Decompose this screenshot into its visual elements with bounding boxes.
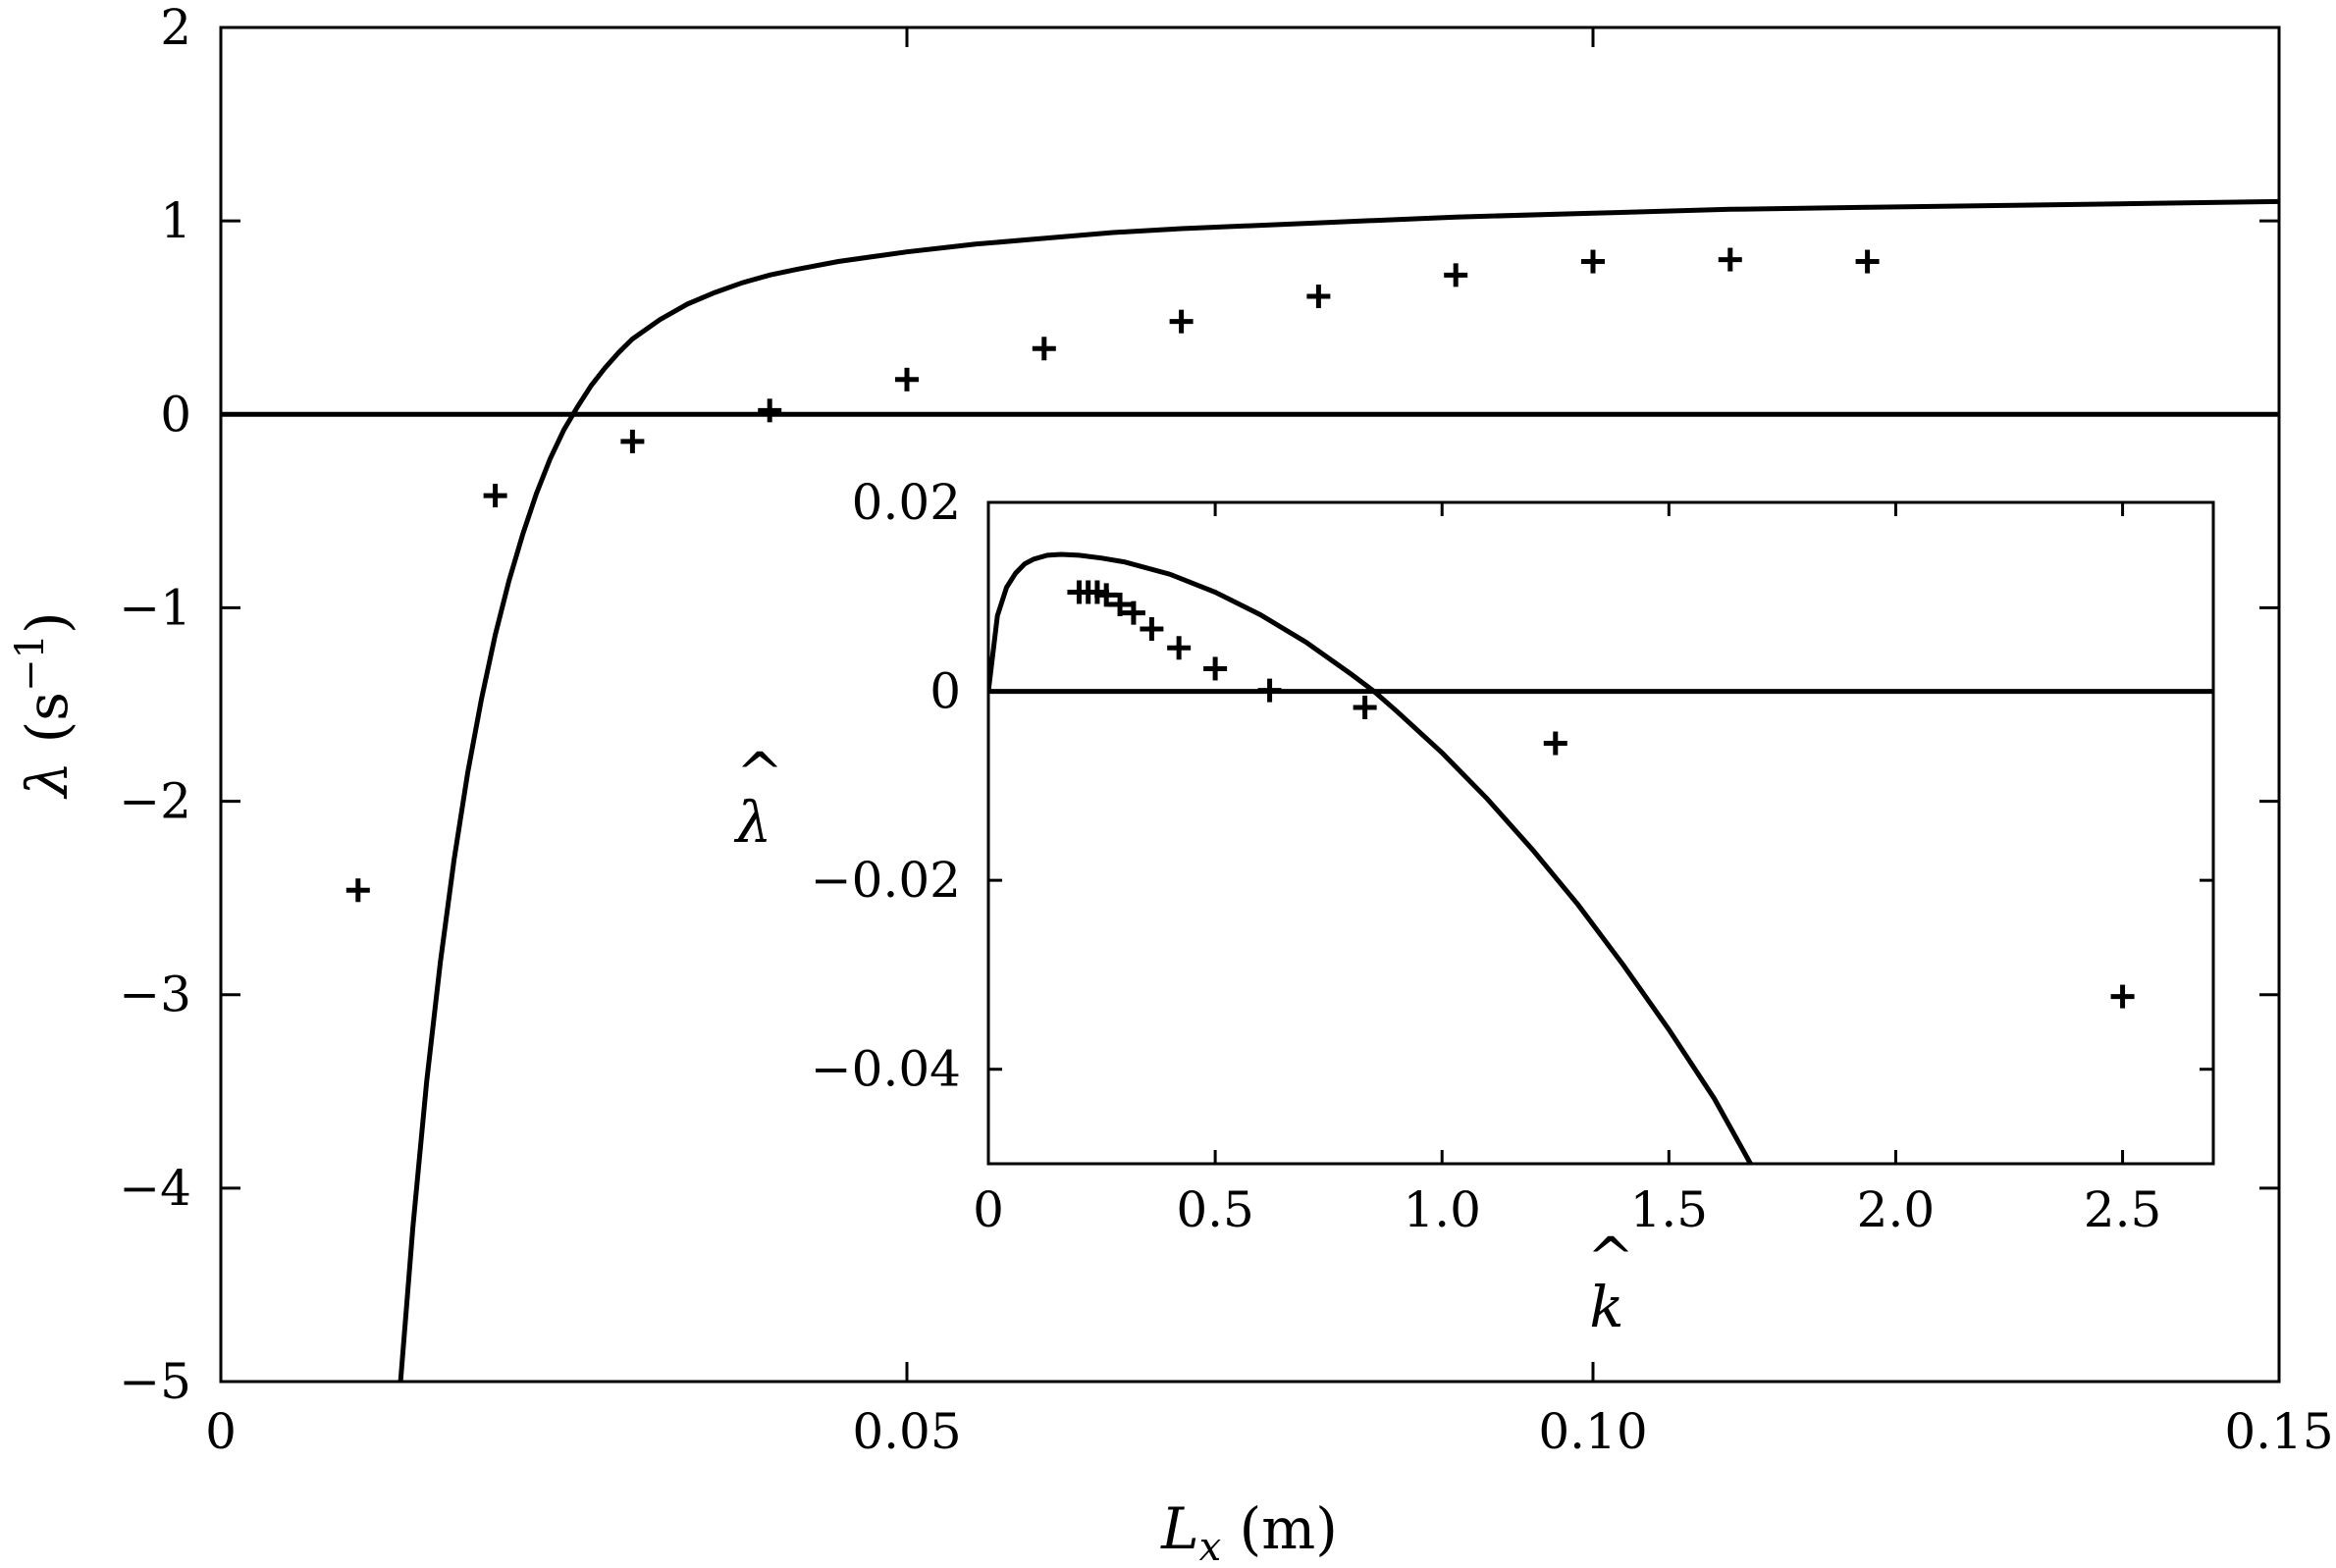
inset-model-curve xyxy=(988,551,1753,1164)
inset-data-point xyxy=(1353,695,1377,719)
main-data-point xyxy=(483,484,507,508)
main-y-tick-label: −5 xyxy=(119,1353,191,1410)
inset-x-tick-label: 1.5 xyxy=(1630,1181,1709,1238)
main-x-axis-label: Lx (m) xyxy=(1160,1495,1338,1568)
main-x-tick-label: 0.15 xyxy=(2224,1403,2333,1460)
main-data-point xyxy=(758,398,782,423)
inset-y-tick-label: 0 xyxy=(929,663,961,720)
main-data-point xyxy=(895,367,919,392)
main-data-point xyxy=(1032,337,1056,361)
inset-data-point xyxy=(1257,678,1282,703)
main-model-curve xyxy=(398,198,2279,1382)
inset-x-tick-label: 2.0 xyxy=(1857,1181,1936,1238)
inset-data-point xyxy=(1121,601,1145,625)
inset-x-tick-label: 2.5 xyxy=(2084,1181,2162,1238)
main-data-point xyxy=(1855,249,1880,274)
inset-data-point xyxy=(2110,984,2135,1009)
main-y-tick-label: −1 xyxy=(119,579,191,636)
inset-background xyxy=(988,502,2213,1164)
main-y-tick-label: −2 xyxy=(119,773,191,830)
inset-y-tick-label: −0.02 xyxy=(811,852,961,909)
main-y-tick-label: −4 xyxy=(119,1160,191,1217)
inset-data-point xyxy=(1543,731,1567,756)
inset-y-tick-label: −0.04 xyxy=(811,1041,961,1098)
main-y-tick-label: 0 xyxy=(160,386,191,443)
inset-x-axis-label-hat: ^ xyxy=(1587,1225,1635,1291)
inset-y-axis-label: λ xyxy=(734,789,772,856)
main-data-point xyxy=(1306,285,1331,309)
main-x-tick-label: 0 xyxy=(205,1403,237,1460)
main-y-tick-label: 1 xyxy=(160,192,191,249)
main-data-point xyxy=(1718,247,1742,272)
main-y-tick-label: 2 xyxy=(160,0,191,56)
main-x-tick-label: 0.05 xyxy=(852,1403,961,1460)
main-y-axis-label: λ (s−1) xyxy=(8,611,80,799)
inset-data-point xyxy=(1094,583,1119,607)
inset-data-point xyxy=(1108,592,1133,616)
inset-x-tick-label: 0.5 xyxy=(1176,1181,1254,1238)
main-data-point xyxy=(1581,249,1605,274)
inset-y-axis-label-hat: ^ xyxy=(736,740,784,807)
main-plot: 0 0.05 0.10 0.15 −5 −4 −3 −2 −1 0 1 2 Lx (m) λ (s−1) xyxy=(8,0,2334,1568)
main-y-tick-label: −3 xyxy=(119,967,191,1023)
inset-x-tick-label: 1.0 xyxy=(1403,1181,1481,1238)
main-data-point xyxy=(1169,309,1194,334)
inset-x-axis-label: k xyxy=(1589,1274,1623,1340)
main-data-point xyxy=(345,878,370,903)
inset-y-tick-label: 0.02 xyxy=(852,474,961,531)
inset-data-point xyxy=(1203,656,1228,681)
main-x-tick-label: 0.10 xyxy=(1538,1403,1647,1460)
main-plot-frame xyxy=(219,26,2281,1384)
main-data-point xyxy=(1444,263,1468,287)
inset-data-point xyxy=(1167,636,1192,660)
main-data-point xyxy=(620,429,645,453)
inset-data-point xyxy=(1140,617,1164,642)
inset-x-tick-label: 0 xyxy=(973,1181,1004,1238)
inset-plot-frame xyxy=(986,500,2215,1166)
